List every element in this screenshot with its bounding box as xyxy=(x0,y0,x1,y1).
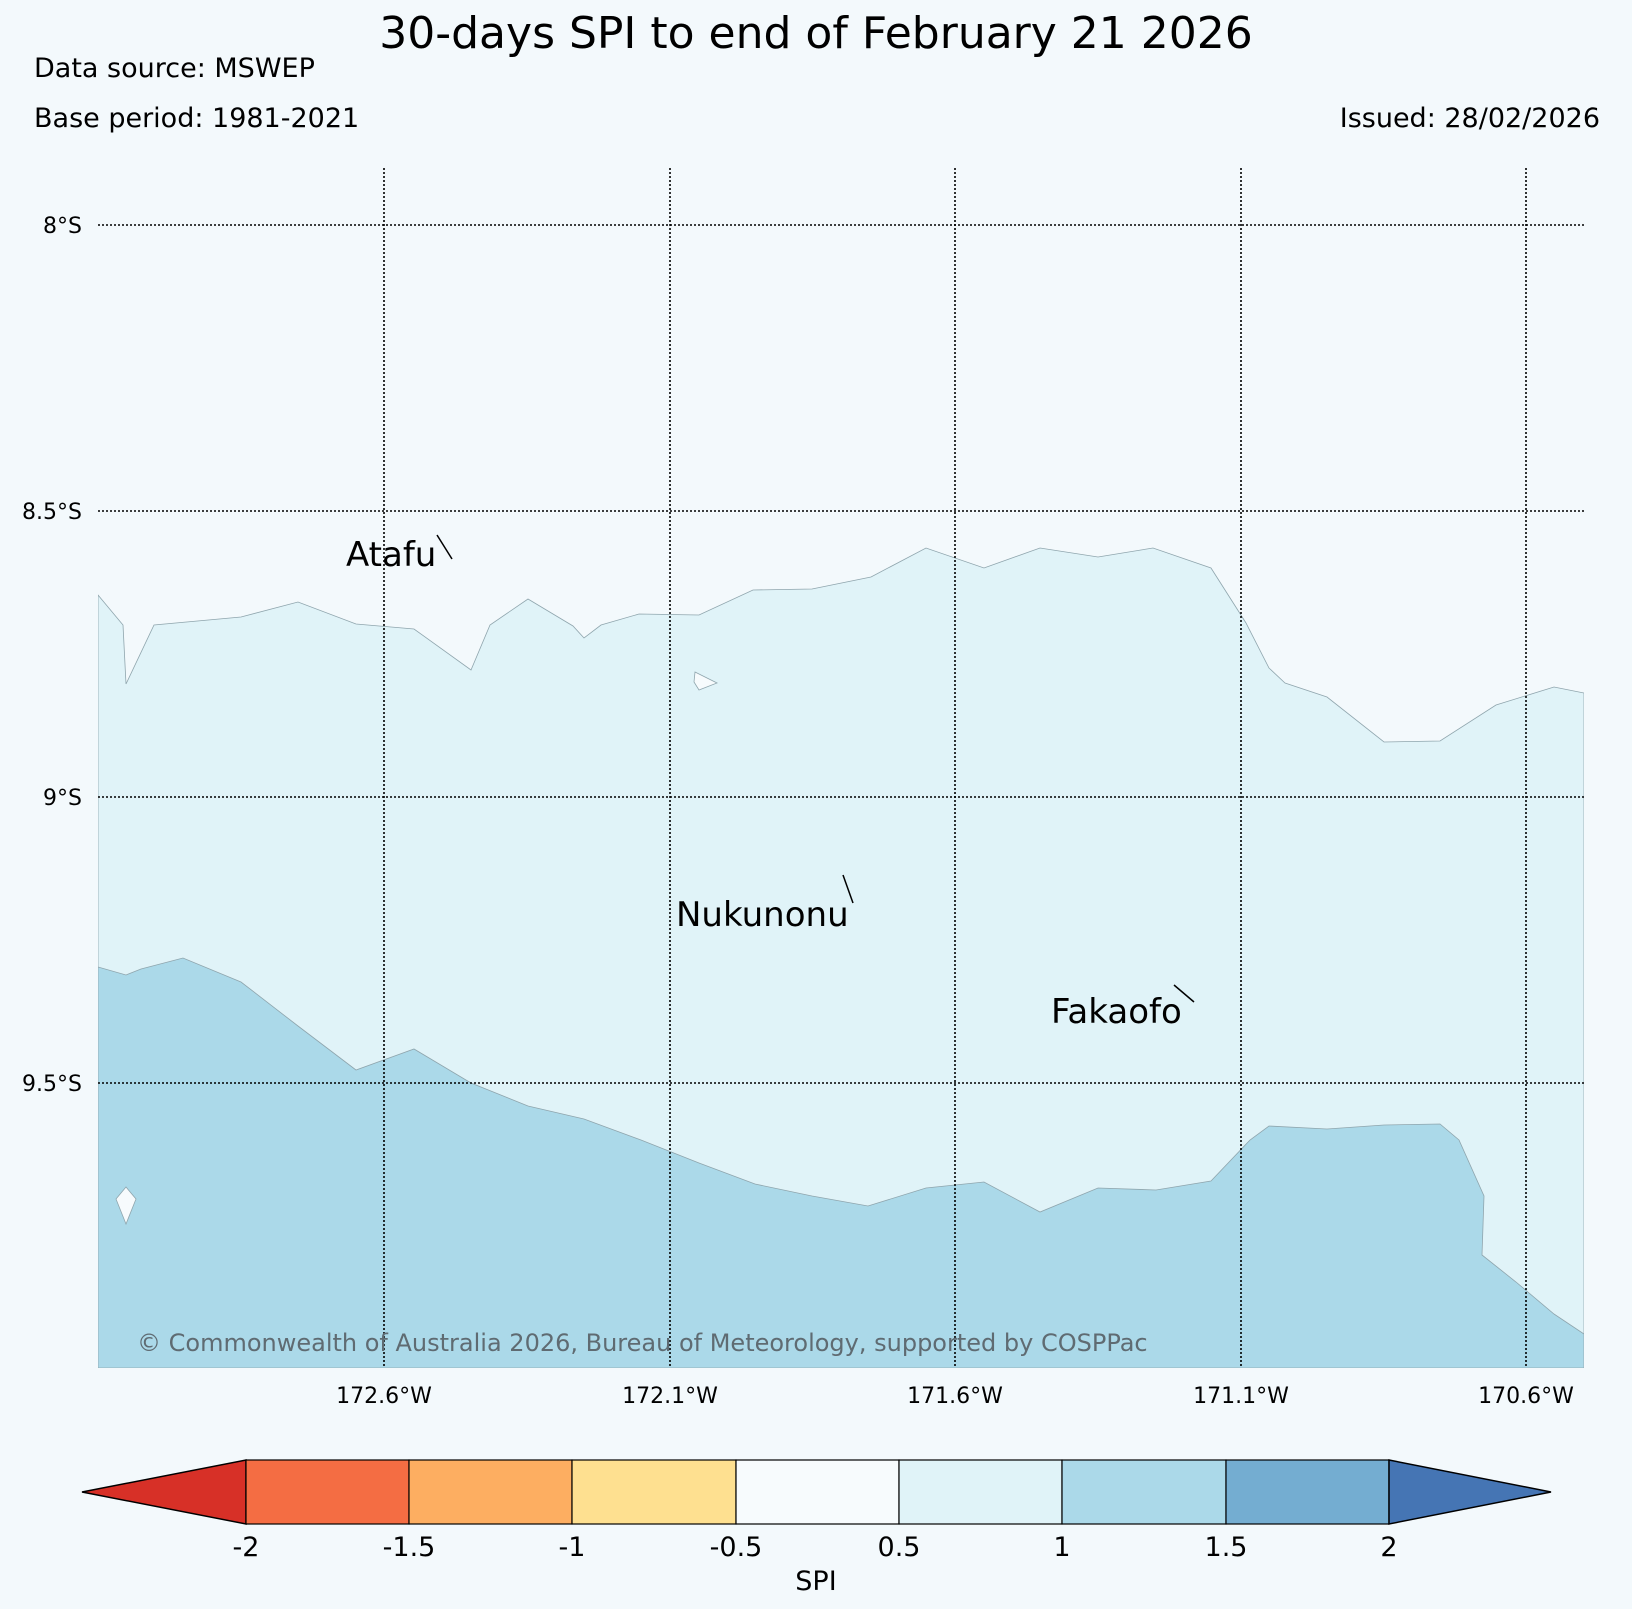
place-label-nukunonu: Nukunonu xyxy=(676,895,849,935)
lat-label-8s: 8°S xyxy=(43,214,82,239)
lat-label-9s: 9°S xyxy=(43,786,82,811)
colorbar-bin-2 xyxy=(408,1459,573,1525)
colorbar-tick-minus-0-5: -0.5 xyxy=(710,1532,763,1563)
spi-gap-patch-south xyxy=(115,1186,137,1226)
spi-region-1-to-1-5 xyxy=(98,957,1584,1368)
colorbar-bin-4 xyxy=(735,1459,900,1525)
place-label-atafu: Atafu xyxy=(346,535,436,575)
colorbar-tick-minus-1-5: -1.5 xyxy=(383,1532,436,1563)
base-period-label: Base period: 1981-2021 xyxy=(34,103,360,134)
colorbar-tick-1: 1 xyxy=(1053,1532,1070,1563)
issued-date-label: Issued: 28/02/2026 xyxy=(1339,103,1600,134)
colorbar-tick-2: 2 xyxy=(1380,1532,1397,1563)
lon-label-172-1w: 172.1°W xyxy=(622,1384,718,1409)
colorbar-bin-7 xyxy=(1225,1459,1390,1525)
copyright-notice: © Commonwealth of Australia 2026, Bureau… xyxy=(137,1329,1148,1357)
lat-label-8-5s: 8.5°S xyxy=(22,500,82,525)
colorbar-extend-low xyxy=(81,1459,247,1525)
colorbar-title: SPI xyxy=(795,1566,836,1597)
colorbar-bin-3 xyxy=(571,1459,737,1525)
colorbar-tick-1-5: 1.5 xyxy=(1205,1532,1248,1563)
lon-label-171-1w: 171.1°W xyxy=(1193,1384,1289,1409)
colorbar-bin-5 xyxy=(898,1459,1063,1525)
spi-gap-patch-north xyxy=(693,671,718,691)
colorbar-bin-6 xyxy=(1061,1459,1227,1525)
nukunonu-atoll-marker xyxy=(842,874,854,904)
map-panel: Atafu Nukunonu Fakaofo © Commonwealth of… xyxy=(98,168,1584,1368)
lon-label-170-6w: 170.6°W xyxy=(1478,1384,1574,1409)
spi-colorbar: -2 -1.5 -1 -0.5 0.5 1 1.5 2 SPI xyxy=(81,1459,1552,1597)
longitude-labels: 172.6°W 172.1°W 171.6°W 171.1°W 170.6°W xyxy=(336,1384,1574,1409)
map-title: 30-days SPI to end of February 21 2026 xyxy=(379,8,1253,59)
latitude-labels: 8°S 8.5°S 9°S 9.5°S xyxy=(22,214,82,1097)
lon-label-171-6w: 171.6°W xyxy=(907,1384,1003,1409)
atafu-atoll-marker xyxy=(436,534,453,560)
place-label-fakaofo: Fakaofo xyxy=(1051,992,1182,1032)
lon-label-172-6w: 172.6°W xyxy=(336,1384,432,1409)
graticule xyxy=(98,168,1584,1368)
colorbar-tick-minus-1: -1 xyxy=(559,1532,586,1563)
colorbar-tick-0-5: 0.5 xyxy=(878,1532,921,1563)
colorbar-extend-high xyxy=(1388,1459,1552,1525)
fakaofo-atoll-marker xyxy=(1173,984,1195,1003)
colorbar-bin-1 xyxy=(245,1459,410,1525)
colorbar-tick-minus-2: -2 xyxy=(233,1532,260,1563)
data-source-label: Data source: MSWEP xyxy=(34,53,315,84)
lat-label-9-5s: 9.5°S xyxy=(22,1072,82,1097)
